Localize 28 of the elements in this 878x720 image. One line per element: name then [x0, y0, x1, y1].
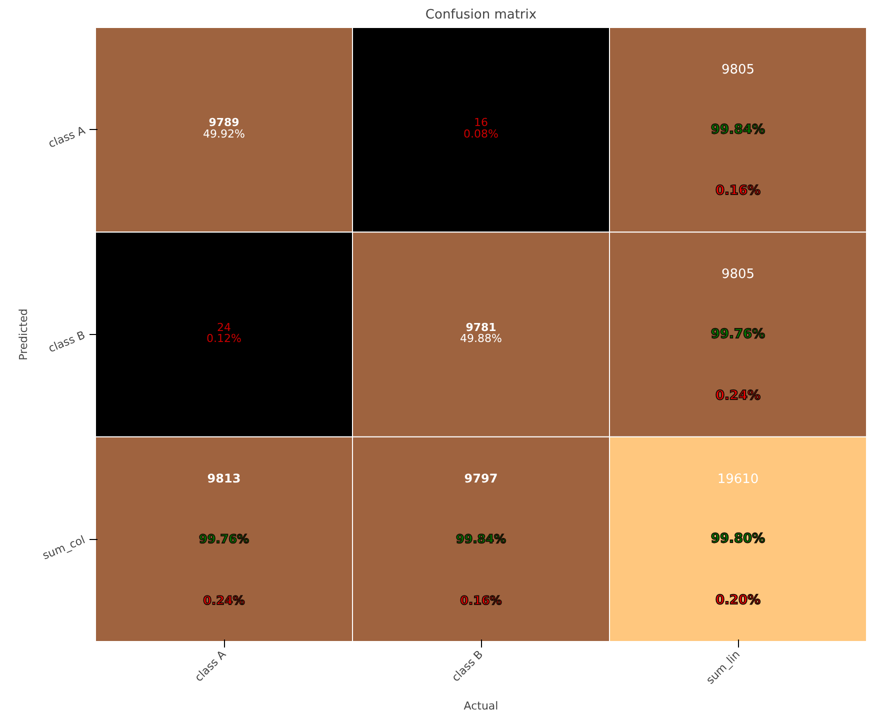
annotation: 0.12%	[206, 332, 242, 346]
data-label: 16	[474, 116, 488, 130]
data-label: 9805	[721, 267, 755, 282]
data-label: 9813	[207, 471, 241, 486]
annotation: 0.16%	[460, 594, 502, 608]
y-axis-title: Predicted	[17, 308, 30, 360]
data-label: 9797	[464, 471, 498, 486]
annotation: 99.84%	[710, 122, 766, 138]
data-label: 9789	[208, 116, 240, 130]
annotation: 99.76%	[199, 532, 249, 546]
annotation: 49.88%	[460, 332, 502, 346]
y-tick-label: class B	[46, 328, 87, 356]
annotation: 0.16%	[715, 184, 761, 199]
annotation: 0.08%	[464, 127, 498, 140]
x-axis-title: Actual	[464, 699, 498, 712]
annotation: 99.76%	[710, 327, 766, 342]
annotation: 0.24%	[715, 388, 761, 404]
data-label: 9805	[721, 62, 755, 78]
annotation: 99.80%	[710, 532, 766, 547]
annotation: 99.84%	[456, 532, 506, 546]
annotation: 49.92%	[203, 127, 245, 140]
chart-title: Confusion matrix	[425, 8, 537, 22]
data-label: 24	[217, 320, 231, 334]
data-label: 9781	[466, 320, 496, 334]
data-label: 19610	[717, 472, 759, 487]
annotation: 0.24%	[203, 594, 245, 608]
annotation: 0.20%	[715, 593, 761, 608]
y-tick-label: class A	[46, 124, 88, 151]
